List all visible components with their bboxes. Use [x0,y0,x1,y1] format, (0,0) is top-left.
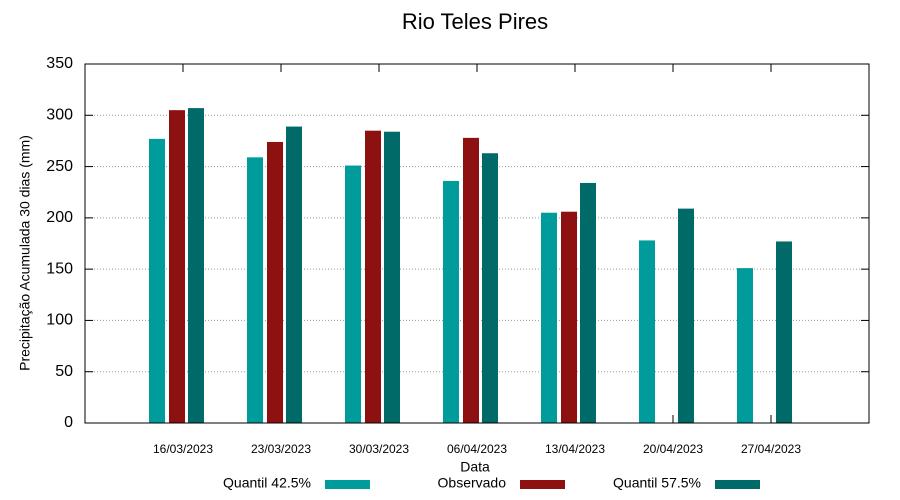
x-tick-label: 13/04/2023 [545,442,605,456]
bar [365,130,381,423]
chart-title: Rio Teles Pires [402,9,548,34]
bar [286,126,302,423]
x-tick-label: 06/04/2023 [447,442,507,456]
y-tick-label: 0 [64,414,73,431]
x-tick-label: 30/03/2023 [349,442,409,456]
x-tick-label: 23/03/2023 [251,442,311,456]
x-tick-label: 20/04/2023 [643,442,703,456]
bar [169,110,185,424]
bar [247,157,263,423]
bar [737,268,753,423]
y-tick-label: 250 [46,158,73,175]
bar [149,138,165,423]
bar [463,137,479,423]
y-axis-label: Precipitação Acumulada 30 dias (mm) [17,135,33,371]
bar [776,241,792,423]
bar [561,211,577,423]
x-axis-label: Data [460,459,490,475]
bar [482,153,498,424]
bar [188,108,204,423]
bar [678,208,694,423]
y-tick-label: 150 [46,260,73,277]
legend-label: Quantil 57.5% [613,475,701,491]
y-tick-label: 100 [46,312,73,329]
bar [267,141,283,423]
bar [580,182,596,423]
legend-label: Quantil 42.5% [223,475,311,491]
y-tick-label: 50 [55,363,73,380]
legend-swatch [520,480,565,489]
bar [541,212,557,423]
plot-frame [84,63,870,424]
bar [384,131,400,423]
y-tick-label: 300 [46,107,73,124]
bar [443,180,459,423]
legend-label: Observado [438,475,507,491]
x-tick-label: 16/03/2023 [153,442,213,456]
y-tick-label: 350 [46,55,73,72]
legend-swatch [715,480,760,489]
legend-swatch [325,480,370,489]
bar [345,165,361,423]
x-tick-label: 27/04/2023 [741,442,801,456]
y-tick-label: 200 [46,209,73,226]
bar [639,240,655,423]
